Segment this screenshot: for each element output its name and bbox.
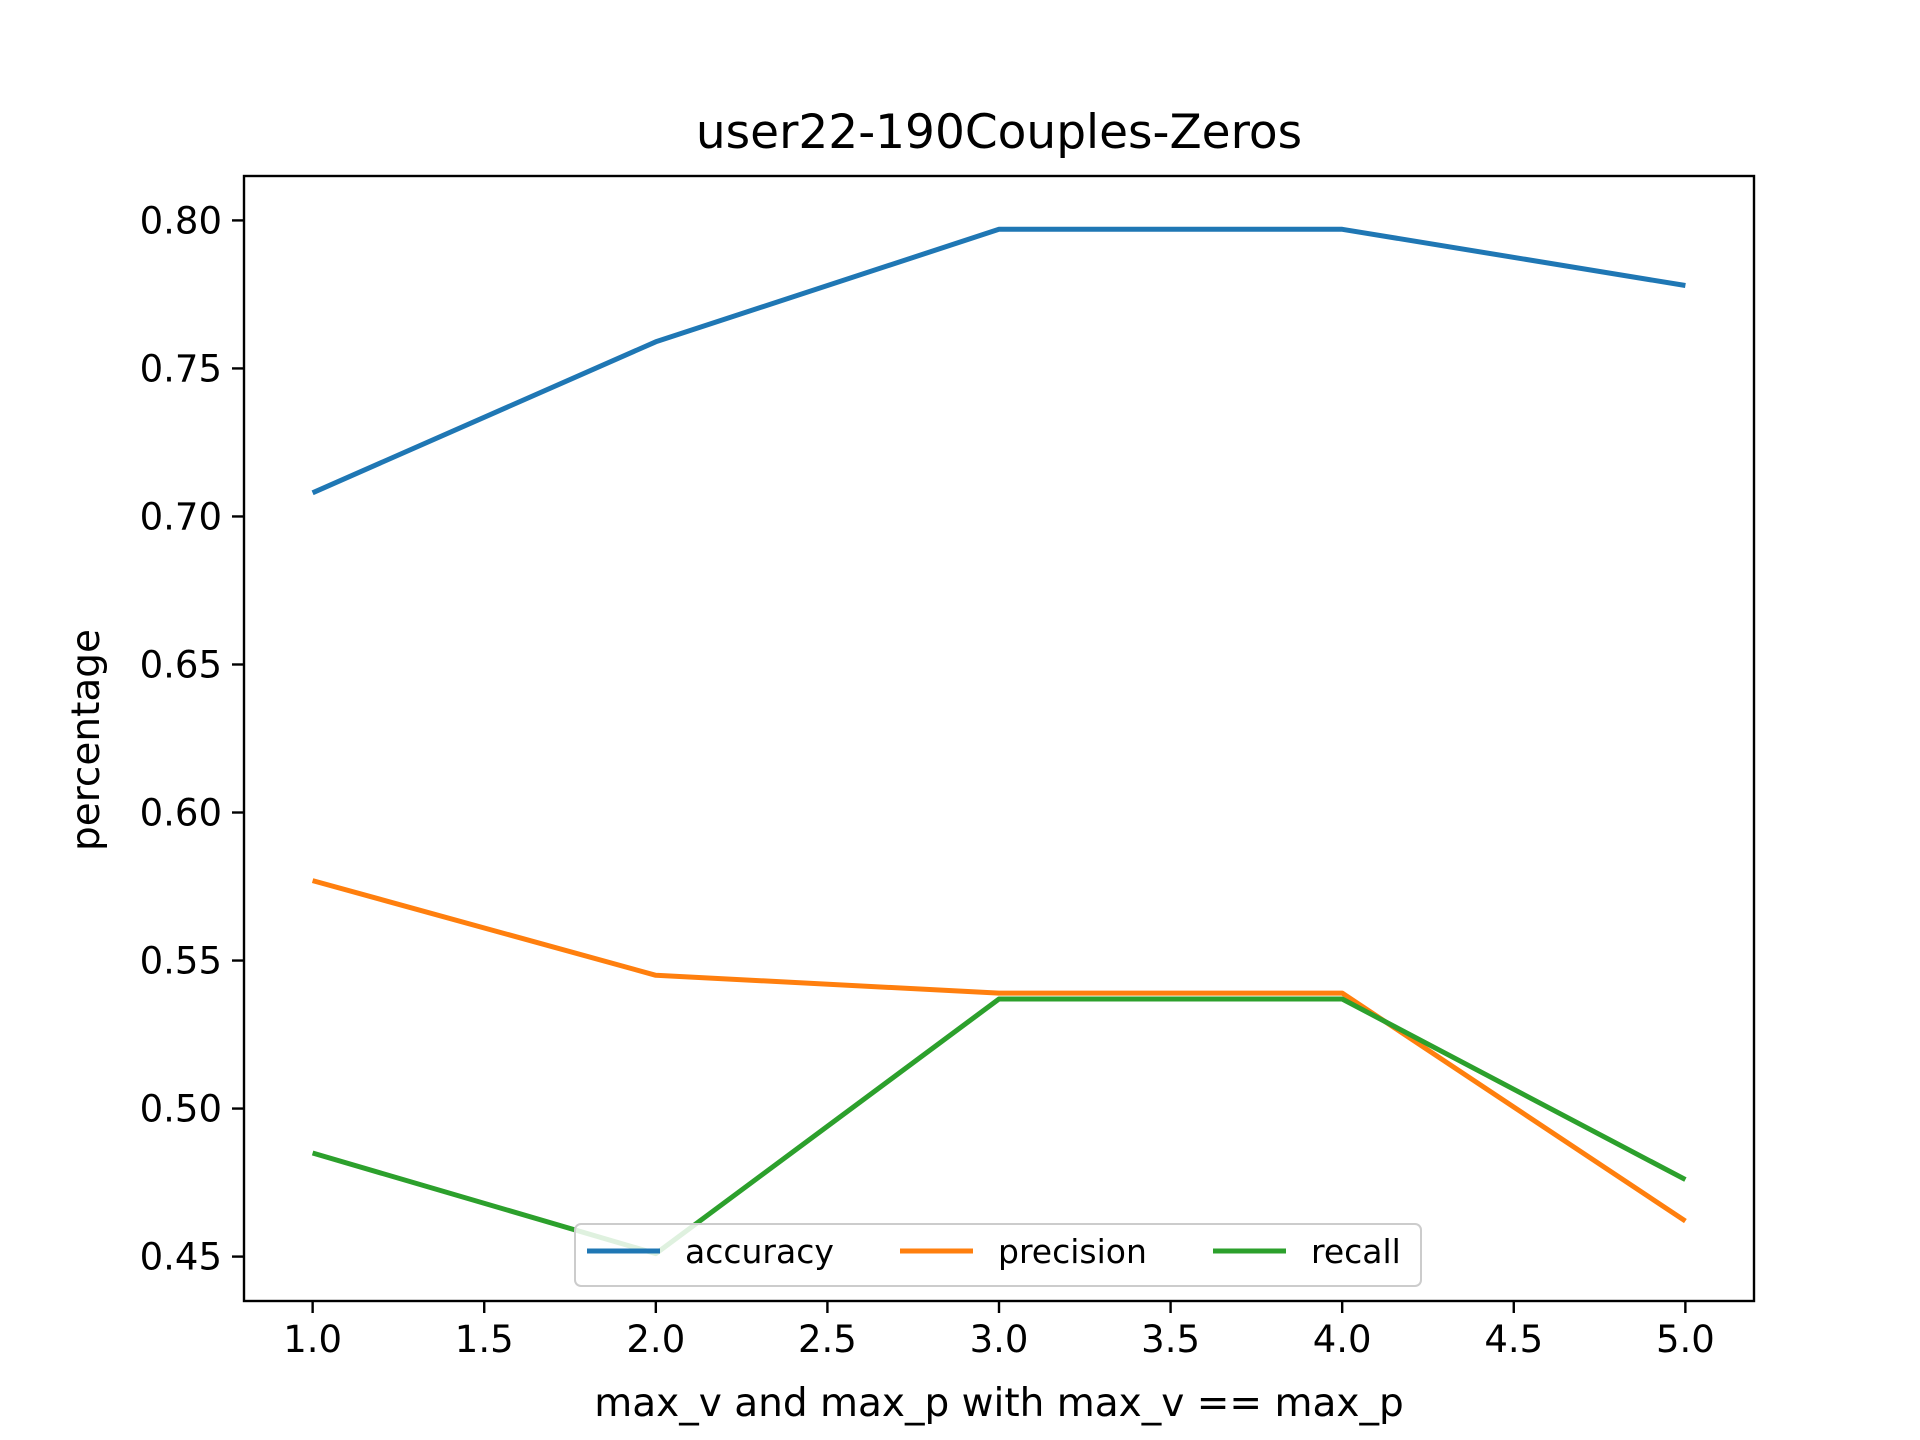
y-tick-label: 0.80 bbox=[140, 199, 222, 242]
y-axis-ticks: 0.45 0.50 0.55 0.60 0.65 0.70 0.75 0.80 bbox=[140, 199, 244, 1279]
series-line-precision bbox=[311, 878, 1687, 1224]
y-tick-label: 0.60 bbox=[140, 792, 222, 835]
x-axis-label: max_v and max_p with max_v == max_p bbox=[594, 1381, 1403, 1426]
y-axis-label: percentage bbox=[64, 629, 109, 851]
x-tick-label: 4.0 bbox=[1313, 1318, 1372, 1361]
y-tick-label: 0.65 bbox=[140, 643, 222, 686]
y-tick-label: 0.50 bbox=[140, 1088, 222, 1131]
y-tick-label: 0.70 bbox=[140, 495, 222, 538]
x-tick-label: 2.0 bbox=[626, 1318, 685, 1361]
x-tick-label: 5.0 bbox=[1656, 1318, 1715, 1361]
x-tick-label: 4.5 bbox=[1484, 1318, 1543, 1361]
x-tick-label: 3.5 bbox=[1141, 1318, 1200, 1361]
x-axis-ticks: 1.0 1.5 2.0 2.5 3.0 3.5 4.0 4.5 5.0 bbox=[283, 1301, 1715, 1361]
x-tick-label: 1.0 bbox=[283, 1318, 342, 1361]
legend: accuracy precision recall bbox=[574, 1223, 1422, 1287]
legend-label-precision: precision bbox=[998, 1232, 1147, 1271]
y-tick-label: 0.45 bbox=[140, 1236, 222, 1279]
plot-area-background bbox=[244, 176, 1754, 1301]
legend-label-accuracy: accuracy bbox=[685, 1232, 834, 1271]
legend-label-recall: recall bbox=[1311, 1232, 1401, 1271]
x-tick-label: 3.0 bbox=[970, 1318, 1029, 1361]
series-lines bbox=[311, 226, 1687, 1257]
y-tick-label: 0.55 bbox=[140, 940, 222, 983]
legend-box bbox=[574, 1223, 1422, 1287]
y-tick-label: 0.75 bbox=[140, 347, 222, 390]
series-line-accuracy bbox=[311, 226, 1686, 496]
chart-title: user22-190Couples-Zeros bbox=[696, 105, 1302, 160]
x-tick-label: 2.5 bbox=[798, 1318, 857, 1361]
x-tick-label: 1.5 bbox=[455, 1318, 514, 1361]
series-line-recall bbox=[311, 996, 1687, 1257]
plot-frame bbox=[242, 174, 1756, 1303]
